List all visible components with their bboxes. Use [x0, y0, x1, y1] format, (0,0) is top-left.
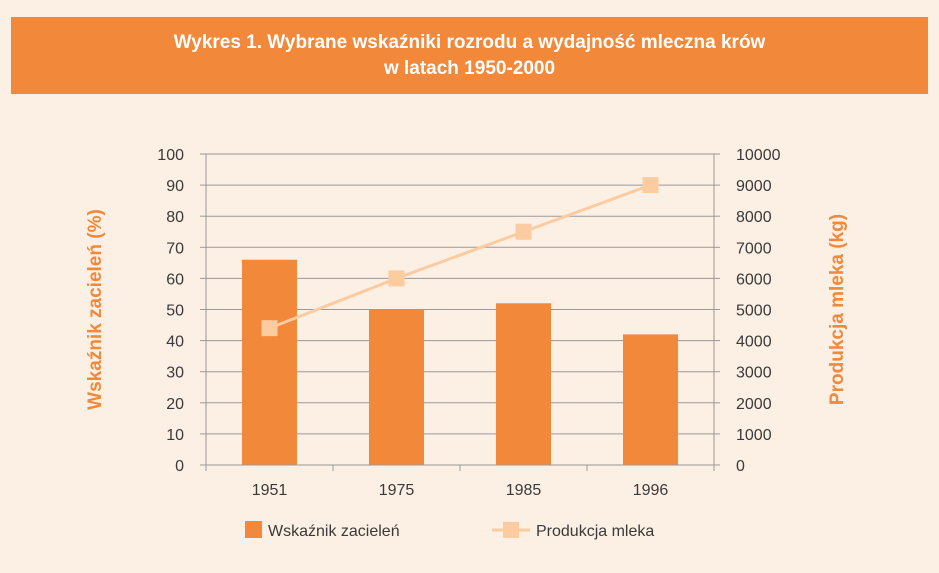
chart-title-line-1: Wykres 1. Wybrane wskaźniki rozrodu a wy… — [173, 31, 766, 53]
line-series — [261, 177, 659, 337]
chart-title-line-2: w latach 1950-2000 — [383, 57, 556, 79]
legend-label-bar: Wskaźnik zacieleń — [268, 523, 400, 540]
legend: Wskaźnik zacieleń Produkcja mleka — [245, 521, 654, 540]
line-path — [268, 183, 652, 330]
line-marker — [261, 320, 278, 337]
y-left-tick-label: 80 — [166, 209, 184, 226]
y-right-tick-label: 6000 — [736, 271, 772, 288]
y-right-tick-label: 10000 — [736, 147, 781, 164]
y-left-tick-label: 100 — [157, 147, 184, 164]
y-right-tick-label: 0 — [736, 458, 745, 475]
line-marker — [515, 223, 532, 240]
y-left-tick-label: 30 — [166, 365, 184, 382]
bar — [369, 309, 424, 465]
y-left-tick-label: 0 — [175, 458, 184, 475]
x-tick-label: 1951 — [252, 482, 288, 499]
bar-series — [242, 259, 678, 465]
x-tick-label: 1985 — [506, 482, 542, 499]
y-right-tick-label: 1000 — [736, 427, 772, 444]
y-left-tick-label: 60 — [166, 271, 184, 288]
y-right-tick-label: 9000 — [736, 178, 772, 195]
y-left-tick-label: 20 — [166, 396, 184, 413]
y-left-tick-label: 40 — [166, 334, 184, 351]
y-left-axis-title: Wskaźnik zacieleń (%) — [85, 209, 106, 410]
y-right-tick-label: 4000 — [736, 334, 772, 351]
y-left-tick-label: 90 — [166, 178, 184, 195]
y-right-tick-label: 7000 — [736, 240, 772, 257]
x-tick-label: 1996 — [633, 482, 669, 499]
legend-swatch-bar — [245, 521, 262, 538]
y-right-tick-label: 8000 — [736, 209, 772, 226]
line-marker — [388, 270, 405, 287]
x-tick-label: 1975 — [379, 482, 415, 499]
y-right-axis-title: Produkcja mleka (kg) — [827, 214, 848, 405]
y-left-tick-label: 70 — [166, 240, 184, 257]
legend-swatch-marker — [503, 522, 519, 538]
bar — [496, 303, 551, 465]
legend-label-line: Produkcja mleka — [536, 523, 654, 540]
y-left-tick-label: 50 — [166, 303, 184, 320]
chart-title-banner: Wykres 1. Wybrane wskaźniki rozrodu a wy… — [11, 17, 928, 94]
bar — [242, 259, 297, 465]
bar — [623, 334, 678, 465]
line-marker — [642, 177, 659, 194]
axes: 0102030405060708090100010002000300040005… — [85, 147, 848, 499]
y-right-tick-label: 3000 — [736, 365, 772, 382]
y-left-tick-label: 10 — [166, 427, 184, 444]
y-right-tick-label: 5000 — [736, 303, 772, 320]
y-right-tick-label: 2000 — [736, 396, 772, 413]
